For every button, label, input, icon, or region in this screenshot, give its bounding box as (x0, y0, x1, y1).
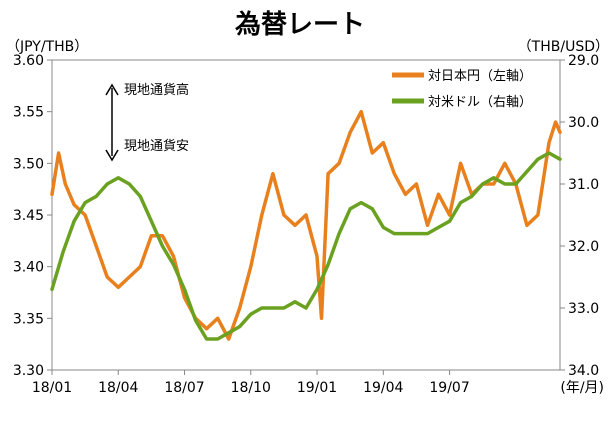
currency-direction-note: 現地通貨高 現地通貨安 (105, 82, 189, 162)
note-currency-up: 現地通貨高 (124, 82, 189, 98)
left-tick-label: 3.30 (13, 363, 44, 379)
x-tick-label: 19/07 (429, 380, 469, 396)
x-tick-label: 18/10 (231, 380, 271, 396)
series-line-usd (50, 151, 562, 341)
x-tick-label: 19/01 (297, 380, 337, 396)
x-axis-unit-label: (年/月) (560, 380, 604, 396)
left-tick-label: 3.40 (13, 260, 44, 276)
legend: 対日本円（左軸） 対米ドル（右軸） (392, 69, 532, 110)
chart-title: 為替レート (235, 10, 365, 40)
left-axis: 3.30 3.35 3.40 3.45 3.50 3.55 3.60 (13, 53, 52, 379)
legend-label-usd: 対米ドル（右軸） (428, 95, 532, 110)
right-tick-label: 29.0 (568, 53, 599, 69)
left-axis-unit: （JPY/THB） (6, 39, 88, 55)
x-tick-label: 18/01 (32, 380, 72, 396)
right-axis: 29.0 30.0 31.0 32.0 33.0 34.0 (560, 53, 599, 379)
right-tick-label: 31.0 (568, 177, 599, 193)
series-layer (50, 109, 562, 341)
left-tick-label: 3.35 (13, 311, 44, 327)
left-tick-label: 3.50 (13, 156, 44, 172)
right-tick-label: 34.0 (568, 363, 599, 379)
x-axis: 18/01 18/04 18/07 18/10 19/01 19/04 19/07 (32, 370, 470, 396)
legend-label-jpy: 対日本円（左軸） (428, 69, 532, 84)
right-tick-label: 30.0 (568, 115, 599, 131)
x-tick-label: 18/04 (98, 380, 138, 396)
left-tick-label: 3.45 (13, 208, 44, 224)
right-tick-label: 33.0 (568, 301, 599, 317)
x-tick-label: 19/04 (363, 380, 403, 396)
left-tick-label: 3.55 (13, 105, 44, 121)
up-arrow-icon (105, 83, 119, 96)
note-currency-down: 現地通貨安 (124, 138, 189, 154)
left-tick-label: 3.60 (13, 53, 44, 69)
down-arrow-icon (105, 149, 119, 162)
right-axis-unit: （THB/USD） (518, 39, 609, 55)
x-tick-label: 18/07 (164, 380, 204, 396)
right-tick-label: 32.0 (568, 239, 599, 255)
